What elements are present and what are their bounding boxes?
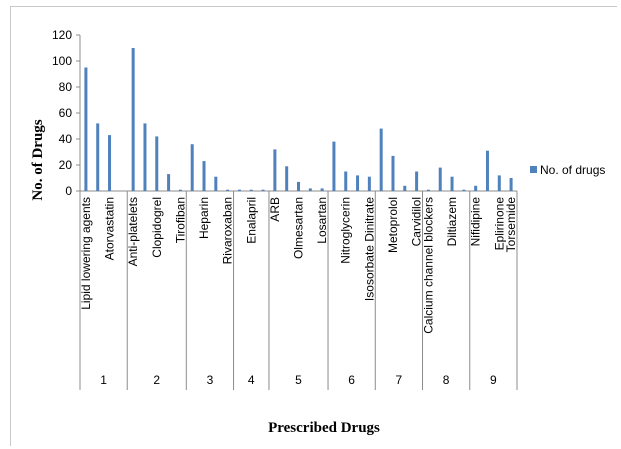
bar [415, 171, 419, 191]
category-label: Tirofiban [173, 197, 187, 243]
category-label: ARB [268, 197, 282, 222]
bar [391, 155, 395, 191]
group-label: 8 [443, 373, 450, 387]
category-label: Carvidilol [410, 197, 424, 246]
bar [438, 167, 442, 191]
chart-frame [10, 6, 617, 446]
bar [379, 128, 383, 191]
category-label: Calcium channel blockers [421, 197, 435, 334]
bar [108, 135, 112, 191]
y-tick-label: 120 [52, 28, 72, 42]
category-label: Diltiazem [445, 197, 459, 246]
category-label: Lipid lowering agents [79, 197, 93, 310]
legend-swatch [530, 166, 537, 173]
bar [226, 189, 230, 191]
bar [403, 185, 407, 191]
bar [202, 161, 206, 191]
bar [84, 67, 88, 191]
bar [485, 150, 489, 191]
bar [155, 136, 159, 191]
group-label: 6 [348, 373, 355, 387]
bar [167, 174, 171, 191]
bar [426, 189, 430, 191]
category-label: Olmesartan [292, 197, 306, 259]
bar [249, 189, 253, 191]
bar [143, 123, 147, 191]
category-label: Heparin [197, 197, 211, 239]
bar [96, 123, 100, 191]
y-axis-ticks: 0 20 40 60 80 100 120 [52, 28, 517, 198]
bar [320, 188, 324, 191]
y-tick-label: 100 [52, 54, 72, 68]
y-tick-label: 80 [59, 80, 73, 94]
category-label: Anti-platelets [126, 197, 140, 266]
bar [450, 176, 454, 191]
category-label: Rivaroxaban [221, 197, 235, 264]
x-axis-title: Prescribed Drugs [268, 420, 380, 436]
category-label: Nitroglycerin [339, 197, 353, 264]
bar [297, 181, 300, 191]
bar [237, 189, 241, 191]
bar [497, 175, 501, 191]
category-label: Eplirinone [492, 197, 506, 251]
category-label: Enalapril [244, 197, 258, 244]
category-label: Torsemide [504, 197, 518, 253]
bar [261, 189, 265, 191]
y-axis-title: No. of Drugs [30, 119, 46, 200]
group-label: 7 [396, 373, 403, 387]
bar [462, 189, 466, 191]
bars [84, 48, 513, 191]
category-label: Isosorbate Dinitrate [362, 197, 376, 301]
y-tick-label: 60 [59, 106, 73, 120]
group-label: 4 [248, 373, 255, 387]
category-labels: Lipid lowering agents Atorvastatin Anti-pl… [79, 197, 518, 334]
bar [344, 171, 348, 191]
group-label: 2 [153, 373, 160, 387]
bar [131, 48, 135, 191]
bar [332, 141, 336, 191]
category-label: Metoprolol [386, 197, 400, 253]
bar [356, 175, 360, 191]
legend-label: No. of drugs [540, 163, 605, 177]
bar [214, 176, 218, 191]
group-label: 1 [100, 373, 107, 387]
y-tick-label: 40 [59, 132, 73, 146]
category-label: Atorvastatin [103, 197, 117, 260]
bar [273, 149, 277, 191]
bar [178, 189, 182, 191]
bar [190, 144, 194, 191]
y-tick-label: 20 [59, 158, 73, 172]
bar [285, 166, 289, 191]
bar [474, 185, 478, 191]
group-labels: 1 2 3 4 5 6 7 8 9 [79, 191, 518, 390]
y-tick-label: 0 [65, 184, 72, 198]
category-label: Nifidipine [469, 197, 483, 247]
bar [308, 188, 312, 191]
group-label: 3 [207, 373, 214, 387]
group-label: 5 [295, 373, 302, 387]
category-label: Clopidogrel [150, 197, 164, 258]
bar [509, 178, 513, 191]
group-label: 9 [490, 373, 497, 387]
category-label: Losartan [315, 197, 329, 244]
bar [367, 176, 371, 191]
